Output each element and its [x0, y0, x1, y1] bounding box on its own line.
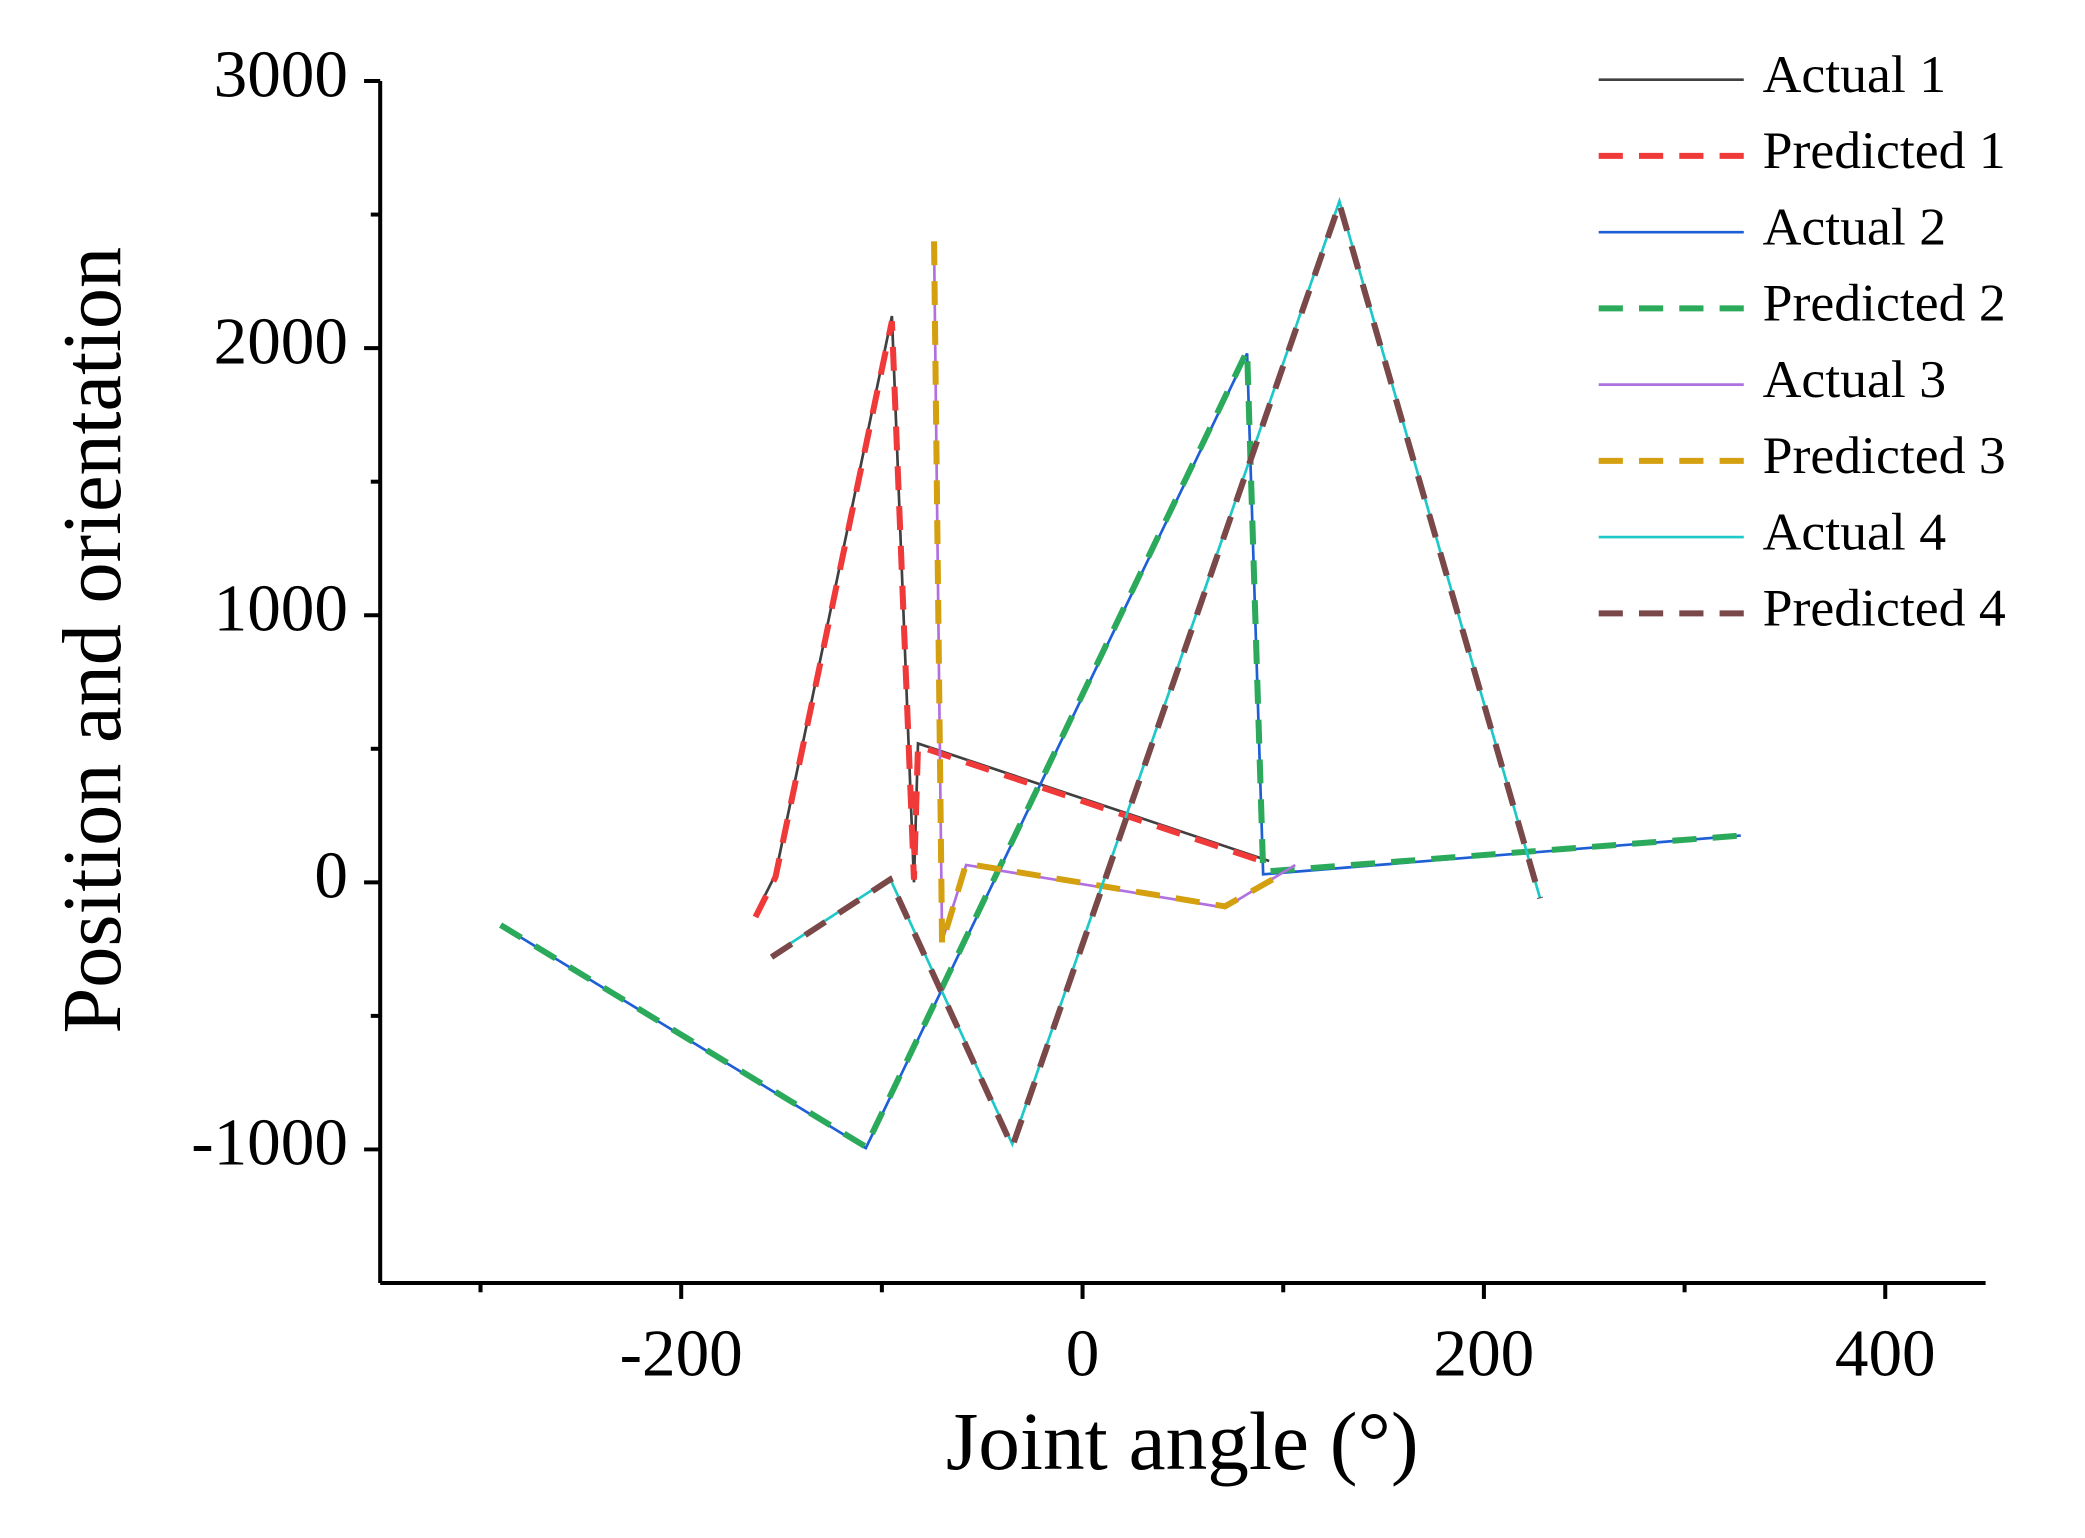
series-line [932, 243, 1296, 942]
legend-label: Actual 1 [1763, 44, 1947, 104]
series-line [499, 349, 1741, 1152]
legend-label: Actual 4 [1763, 502, 1947, 562]
legend-label: Predicted 3 [1763, 425, 2006, 485]
y-tick-label: 1000 [214, 572, 348, 646]
series-line [752, 320, 1271, 919]
y-tick-label: 2000 [214, 305, 348, 379]
legend-label: Actual 2 [1763, 197, 1947, 257]
legend-label: Predicted 1 [1763, 120, 2006, 180]
x-tick-label: -200 [620, 1317, 743, 1391]
series-line [499, 352, 1741, 1151]
y-axis-title: Position and orientation [45, 247, 138, 1034]
y-tick-label: 3000 [214, 38, 348, 112]
legend-label: Predicted 4 [1763, 578, 2006, 638]
series-line [931, 241, 1281, 945]
series-line [754, 315, 1270, 915]
x-axis-title: Joint angle (°) [946, 1396, 1419, 1487]
x-tick-label: 0 [1066, 1317, 1100, 1391]
x-tick-label: 200 [1434, 1317, 1535, 1391]
legend-label: Actual 3 [1763, 349, 1947, 409]
y-tick-label: -1000 [191, 1106, 348, 1180]
legend-label: Predicted 2 [1763, 273, 2006, 333]
series-line [769, 193, 1543, 1155]
x-tick-label: 400 [1835, 1317, 1936, 1391]
y-tick-label: 0 [314, 839, 348, 913]
